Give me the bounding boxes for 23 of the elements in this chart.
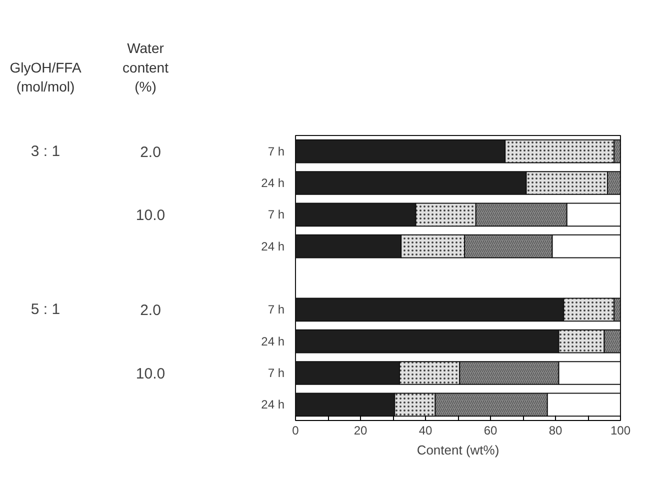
text: 10.0 bbox=[136, 207, 166, 224]
y-tick-label: 24 h bbox=[261, 398, 285, 412]
y-tick-label: 7 h bbox=[268, 302, 285, 317]
text: GlyOH/FFA (mol/mol) bbox=[10, 59, 82, 94]
x-tick-label: 100 bbox=[610, 424, 631, 438]
y-tick-label: 24 h bbox=[261, 334, 285, 348]
text: 2.0 bbox=[140, 302, 161, 320]
x-axis-title: Content (wt%) bbox=[416, 442, 500, 458]
x-tick-label: 80 bbox=[548, 424, 562, 438]
y-tick-label: 7 h bbox=[268, 366, 285, 380]
text: Water content (%) bbox=[122, 40, 169, 94]
y-tick-label: 24 h bbox=[261, 239, 285, 254]
y-tick-label: 7 h bbox=[268, 144, 285, 158]
x-tick-label: 60 bbox=[484, 424, 498, 438]
text: 10.0 bbox=[136, 366, 166, 382]
text: 2.0 bbox=[140, 144, 161, 161]
y-tick-label: 24 h bbox=[261, 176, 285, 190]
text: 5 : 1 bbox=[30, 301, 60, 318]
text: 3 : 1 bbox=[30, 142, 60, 160]
x-tick-label: 40 bbox=[418, 424, 432, 438]
x-tick-label: 0 bbox=[292, 424, 300, 438]
x-tick-label: 20 bbox=[354, 424, 368, 438]
y-tick-label: 7 h bbox=[268, 208, 285, 222]
